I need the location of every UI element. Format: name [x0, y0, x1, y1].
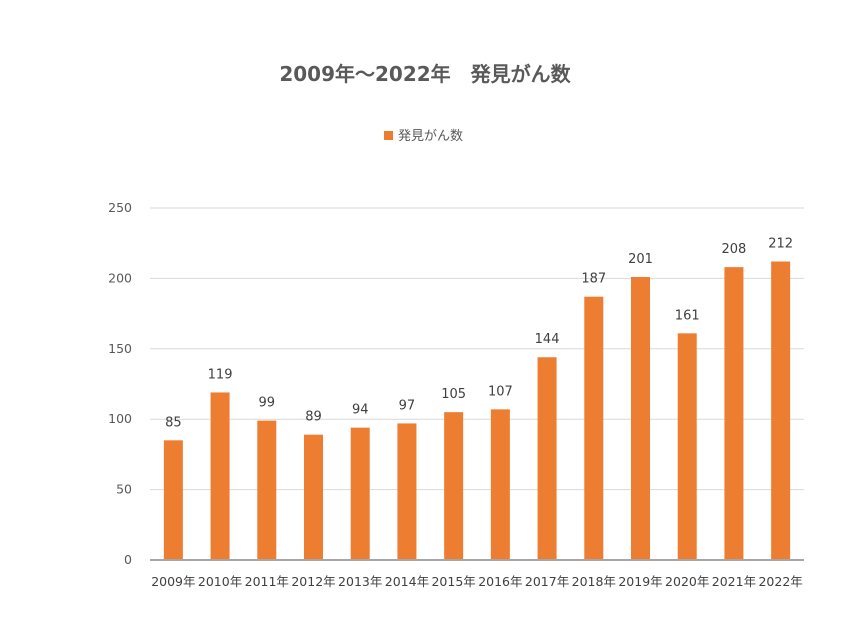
- data-label: 94: [352, 403, 369, 418]
- x-tick-label: 2022年: [758, 574, 802, 589]
- chart-title: 2009年～2022年 発見がん数: [279, 62, 571, 86]
- legend-swatch: [384, 131, 393, 140]
- x-tick-label: 2017年: [525, 574, 569, 589]
- bar-2014年: [397, 423, 417, 560]
- x-axis-ticks: 2009年 2010年 2011年 2012年 2013年 2014年 2015年 2016年…: [151, 574, 803, 589]
- y-tick-label: 50: [116, 482, 132, 497]
- y-tick-label: 150: [108, 341, 132, 356]
- bar-2012年: [304, 434, 323, 560]
- x-tick-label: 2016年: [478, 574, 522, 589]
- bar-2022年: [771, 261, 791, 560]
- bar-2010年: [210, 392, 230, 560]
- x-tick-label: 2014年: [385, 574, 429, 589]
- x-tick-label: 2012年: [291, 574, 335, 589]
- bar-2017年: [537, 357, 557, 560]
- legend: 発見がん数: [384, 129, 463, 144]
- data-label: 119: [208, 367, 233, 382]
- data-label: 85: [165, 415, 182, 430]
- x-tick-label: 2009年: [151, 574, 195, 589]
- x-tick-label: 2010年: [198, 574, 242, 589]
- grid-lines: [150, 207, 804, 491]
- data-label: 97: [399, 398, 416, 413]
- data-label: 105: [441, 387, 466, 402]
- bar-2016年: [490, 409, 510, 560]
- bar-2011年: [257, 420, 277, 560]
- y-tick-label: 200: [108, 270, 132, 285]
- y-tick-label: 0: [124, 552, 132, 567]
- bar-2020年: [677, 333, 697, 560]
- data-label: 161: [675, 308, 700, 323]
- x-tick-label: 2021年: [712, 574, 756, 589]
- x-tick-label: 2018年: [572, 574, 616, 589]
- bar-2009年: [163, 440, 183, 560]
- legend-label: 発見がん数: [398, 129, 463, 144]
- x-tick-label: 2020年: [665, 574, 709, 589]
- x-tick-label: 2011年: [245, 574, 289, 589]
- data-label: 99: [259, 396, 276, 411]
- bar-2021年: [724, 267, 744, 560]
- y-axis-ticks: 0 50 100 150 200 250: [108, 200, 132, 567]
- x-tick-label: 2019年: [618, 574, 662, 589]
- data-label: 144: [535, 332, 560, 347]
- x-tick-label: 2015年: [431, 574, 475, 589]
- data-label: 107: [488, 384, 513, 399]
- bar-2015年: [444, 412, 464, 560]
- x-tick-label: 2013年: [338, 574, 382, 589]
- data-label: 208: [722, 242, 747, 257]
- bars: [163, 261, 791, 560]
- y-tick-label: 250: [108, 200, 132, 215]
- data-label: 212: [768, 237, 793, 252]
- data-label: 201: [628, 252, 653, 267]
- bar-2013年: [350, 427, 370, 560]
- bar-2019年: [631, 276, 650, 560]
- data-label: 89: [305, 410, 322, 425]
- y-tick-label: 100: [108, 411, 132, 426]
- data-label: 187: [581, 272, 606, 287]
- bar-2018年: [584, 296, 604, 560]
- data-labels: 85 119 99 89 94 97 105 107 144 187 201 161 208 212: [165, 237, 793, 431]
